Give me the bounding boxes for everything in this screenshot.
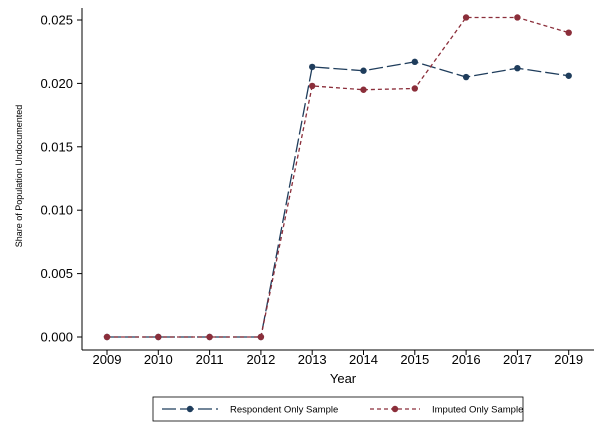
series-2-point bbox=[206, 333, 213, 341]
series-2-point bbox=[257, 333, 265, 341]
y-axis-title: Share of Population Undocumented bbox=[14, 105, 24, 248]
series-1-point bbox=[565, 72, 572, 79]
series-1-point bbox=[411, 58, 418, 66]
legend-label-1: Respondent Only Sample bbox=[230, 405, 338, 416]
y-tick-label: 0.025 bbox=[40, 13, 73, 28]
x-tick-label: 2017 bbox=[503, 352, 532, 367]
series-2-point bbox=[360, 86, 367, 93]
legend-marker-2 bbox=[391, 405, 399, 413]
y-tick-label: 0.010 bbox=[40, 203, 73, 218]
x-tick-label: 2009 bbox=[93, 352, 122, 367]
series-2-point bbox=[411, 85, 418, 92]
series-2-point bbox=[103, 333, 111, 341]
legend-label-2: Imputed Only Sample bbox=[432, 405, 523, 416]
series-2-point bbox=[155, 333, 162, 341]
series-2-point bbox=[309, 82, 316, 90]
series-1-point bbox=[360, 67, 367, 74]
y-tick-label: 0.000 bbox=[40, 330, 73, 345]
series-1-point bbox=[514, 64, 521, 72]
x-tick-label: 2016 bbox=[452, 352, 481, 367]
series-1-point bbox=[462, 73, 470, 81]
series-2-point bbox=[514, 14, 521, 21]
series-line-1 bbox=[107, 61, 569, 338]
y-tick-label: 0.020 bbox=[40, 76, 73, 91]
series-1-point bbox=[309, 63, 316, 71]
x-tick-label: 2015 bbox=[400, 352, 429, 367]
series-2-point bbox=[565, 29, 572, 36]
x-tick-label: 2012 bbox=[246, 352, 275, 367]
series-line-2 bbox=[107, 16, 569, 338]
x-tick-label: 2010 bbox=[144, 352, 173, 367]
x-tick-label: 2014 bbox=[349, 352, 378, 367]
y-tick-label: 0.015 bbox=[40, 139, 73, 154]
series-2-point bbox=[462, 14, 470, 21]
x-axis-title: Year bbox=[330, 371, 357, 386]
x-tick-label: 2019 bbox=[554, 352, 583, 367]
legend: Respondent Only Sample Imputed Only Sampl… bbox=[152, 396, 524, 422]
y-tick-label: 0.005 bbox=[40, 266, 73, 281]
legend-box bbox=[152, 396, 524, 422]
x-tick-label: 2011 bbox=[196, 352, 224, 367]
x-tick-label: 2013 bbox=[298, 352, 327, 367]
legend-marker-1 bbox=[186, 405, 194, 413]
